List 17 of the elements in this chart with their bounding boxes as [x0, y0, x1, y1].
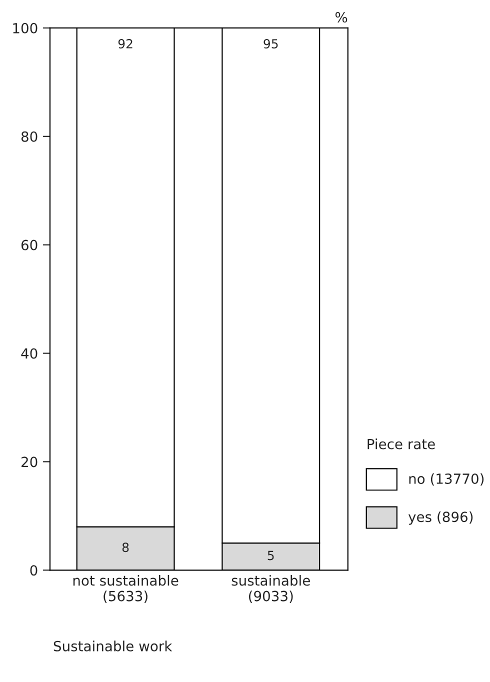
legend-label: yes (896) [408, 511, 473, 525]
y-axis-title: % [335, 12, 348, 23]
y-tick-label: 0 [30, 565, 38, 576]
legend-title: Piece rate [368, 438, 435, 450]
y-tick-label: 80 [21, 131, 38, 142]
data-label: 95 [264, 39, 278, 48]
x-tick-label: not sustainable (5633) [73, 575, 178, 603]
y-tick-label: 40 [21, 348, 38, 359]
x-axis-title: Sustainable work [54, 640, 172, 652]
legend-label: no (13770) [409, 473, 484, 486]
data-label: 8 [122, 542, 129, 552]
data-label: 5 [268, 550, 274, 560]
x-tick-label: sustainable (9033) [232, 575, 310, 603]
data-label: 92 [118, 39, 132, 48]
y-tick-label: 20 [22, 456, 38, 468]
y-tick-label: 60 [21, 240, 38, 250]
y-tick-label: 100 [13, 22, 38, 34]
